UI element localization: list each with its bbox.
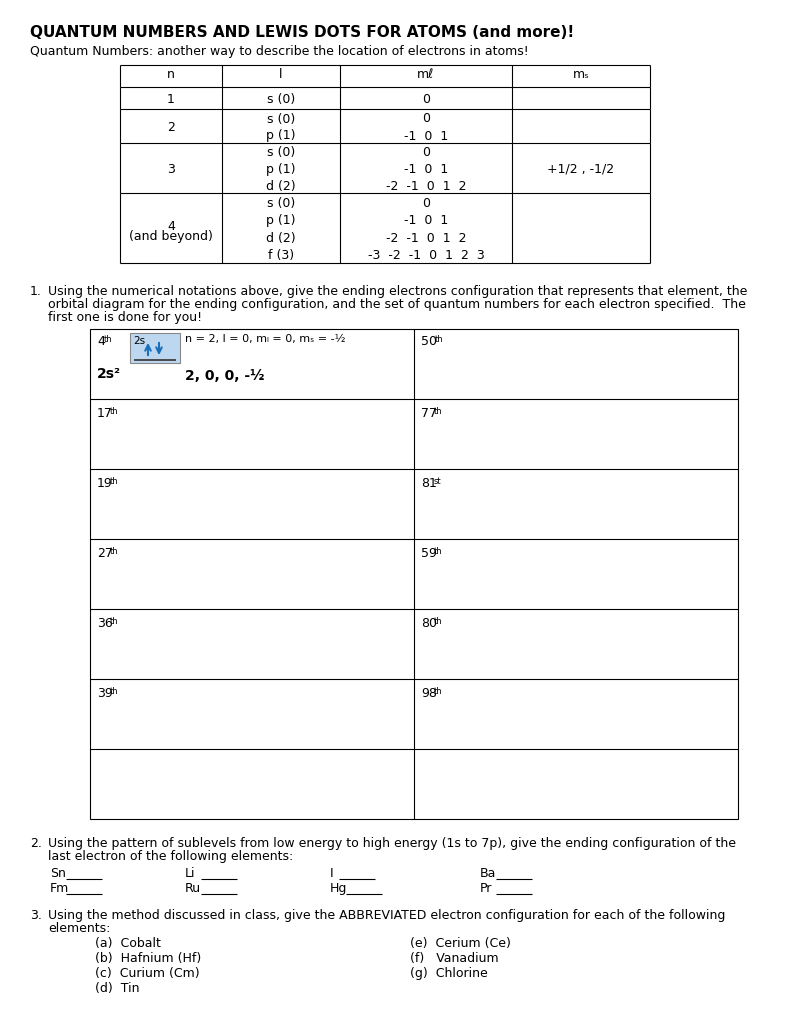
Text: p (1): p (1) xyxy=(267,129,296,142)
Text: th: th xyxy=(434,407,443,416)
Text: Li: Li xyxy=(185,867,195,880)
Text: -1  0  1: -1 0 1 xyxy=(404,163,448,176)
Text: st: st xyxy=(434,477,441,486)
Text: Using the pattern of sublevels from low energy to high energy (1s to 7p), give t: Using the pattern of sublevels from low … xyxy=(48,837,736,850)
Text: th: th xyxy=(110,687,119,696)
Text: I: I xyxy=(330,867,334,880)
Text: -1  0  1: -1 0 1 xyxy=(404,214,448,227)
Text: last electron of the following elements:: last electron of the following elements: xyxy=(48,850,293,863)
Text: (and beyond): (and beyond) xyxy=(129,230,213,243)
Text: s (0): s (0) xyxy=(267,93,295,106)
Text: Sn: Sn xyxy=(50,867,66,880)
Text: 39: 39 xyxy=(97,687,113,700)
Text: 1.: 1. xyxy=(30,285,42,298)
Text: Pr: Pr xyxy=(480,882,492,895)
Text: 2.: 2. xyxy=(30,837,42,850)
Text: 3: 3 xyxy=(167,163,175,176)
Text: 1: 1 xyxy=(167,93,175,106)
Text: th: th xyxy=(434,687,443,696)
Text: Using the method discussed in class, give the ABBREVIATED electron configuration: Using the method discussed in class, giv… xyxy=(48,909,725,922)
Text: 27: 27 xyxy=(97,547,113,560)
Text: f (3): f (3) xyxy=(268,249,294,262)
Text: 80: 80 xyxy=(421,617,437,630)
Text: th: th xyxy=(435,335,444,344)
Text: orbital diagram for the ending configuration, and the set of quantum numbers for: orbital diagram for the ending configura… xyxy=(48,298,746,311)
Text: 0: 0 xyxy=(422,197,430,210)
Text: 2, 0, 0, -½: 2, 0, 0, -½ xyxy=(185,369,264,383)
Text: Fm: Fm xyxy=(50,882,70,895)
Text: 17: 17 xyxy=(97,407,113,420)
Text: 98: 98 xyxy=(421,687,437,700)
Text: d (2): d (2) xyxy=(267,231,296,245)
Text: (e)  Cerium (Ce): (e) Cerium (Ce) xyxy=(410,937,511,950)
Text: 36: 36 xyxy=(97,617,113,630)
Text: Using the numerical notations above, give the ending electrons configuration tha: Using the numerical notations above, giv… xyxy=(48,285,747,298)
Text: (a)  Cobalt: (a) Cobalt xyxy=(95,937,161,950)
Text: th: th xyxy=(434,617,443,626)
Bar xyxy=(130,333,180,362)
Text: -2  -1  0  1  2: -2 -1 0 1 2 xyxy=(386,179,466,193)
Text: Quantum Numbers: another way to describe the location of electrons in atoms!: Quantum Numbers: another way to describe… xyxy=(30,45,528,58)
Text: th: th xyxy=(104,335,112,344)
Text: d (2): d (2) xyxy=(267,179,296,193)
Text: first one is done for you!: first one is done for you! xyxy=(48,311,202,324)
Text: th: th xyxy=(110,477,119,486)
Text: 2: 2 xyxy=(167,121,175,134)
Text: 2s: 2s xyxy=(133,336,145,346)
Text: s (0): s (0) xyxy=(267,197,295,210)
Text: (f)   Vanadium: (f) Vanadium xyxy=(410,952,498,965)
Text: elements:: elements: xyxy=(48,922,111,935)
Text: l: l xyxy=(279,68,282,81)
Text: th: th xyxy=(434,547,443,556)
Text: 77: 77 xyxy=(421,407,437,420)
Text: 59: 59 xyxy=(421,547,437,560)
Text: 2s²: 2s² xyxy=(97,367,121,381)
Text: QUANTUM NUMBERS AND LEWIS DOTS FOR ATOMS (and more)!: QUANTUM NUMBERS AND LEWIS DOTS FOR ATOMS… xyxy=(30,25,574,40)
Text: -2  -1  0  1  2: -2 -1 0 1 2 xyxy=(386,231,466,245)
Text: 19: 19 xyxy=(97,477,113,490)
Text: 81: 81 xyxy=(421,477,437,490)
Text: 0: 0 xyxy=(422,93,430,106)
Text: 0: 0 xyxy=(422,146,430,160)
Text: -1  0  1: -1 0 1 xyxy=(404,129,448,142)
Text: Ru: Ru xyxy=(185,882,201,895)
Text: p (1): p (1) xyxy=(267,214,296,227)
Text: p (1): p (1) xyxy=(267,163,296,176)
Text: mℓ: mℓ xyxy=(418,68,434,81)
Text: 4: 4 xyxy=(97,335,105,348)
Bar xyxy=(90,329,738,819)
Text: th: th xyxy=(110,407,119,416)
Text: s (0): s (0) xyxy=(267,146,295,160)
Text: (d)  Tin: (d) Tin xyxy=(95,982,139,995)
Text: Hg: Hg xyxy=(330,882,347,895)
Text: mₛ: mₛ xyxy=(573,68,589,81)
Text: th: th xyxy=(110,547,119,556)
Text: Ba: Ba xyxy=(480,867,497,880)
Text: (g)  Chlorine: (g) Chlorine xyxy=(410,967,488,980)
Text: +1/2 , -1/2: +1/2 , -1/2 xyxy=(547,163,615,176)
Text: 4: 4 xyxy=(167,220,175,233)
Text: -3  -2  -1  0  1  2  3: -3 -2 -1 0 1 2 3 xyxy=(368,249,484,262)
Text: n = 2, l = 0, mₗ = 0, mₛ = -½: n = 2, l = 0, mₗ = 0, mₛ = -½ xyxy=(185,334,346,344)
Text: (b)  Hafnium (Hf): (b) Hafnium (Hf) xyxy=(95,952,201,965)
Text: 3.: 3. xyxy=(30,909,42,922)
Text: s (0): s (0) xyxy=(267,113,295,126)
Text: th: th xyxy=(110,617,119,626)
Text: (c)  Curium (Cm): (c) Curium (Cm) xyxy=(95,967,199,980)
Text: n: n xyxy=(167,68,175,81)
Text: 50: 50 xyxy=(421,335,437,348)
Text: 0: 0 xyxy=(422,113,430,126)
